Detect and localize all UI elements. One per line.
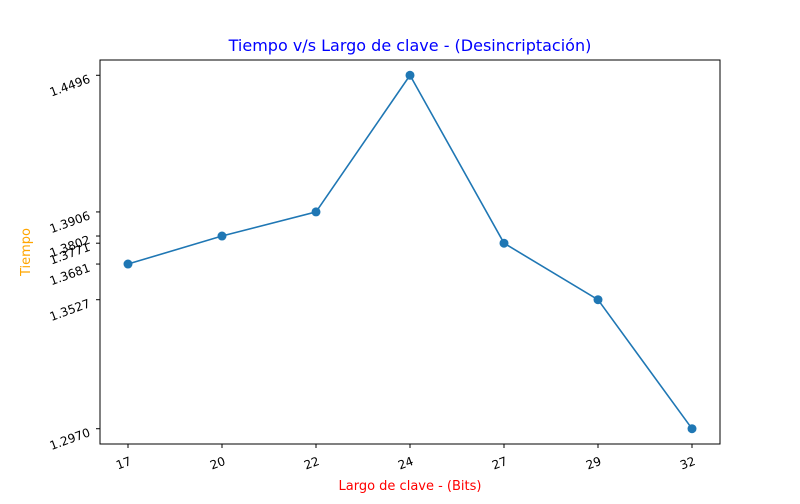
data-point: [311, 207, 321, 217]
y-axis-ticks: 1.29701.35271.36811.37711.38021.39061.44…: [48, 72, 100, 453]
x-tick-label: 29: [584, 454, 603, 472]
data-point: [499, 238, 509, 248]
chart-title: Tiempo v/s Largo de clave - (Desincripta…: [228, 36, 592, 55]
x-tick-label: 22: [302, 454, 321, 472]
x-tick-label: 24: [396, 454, 415, 472]
data-point: [405, 70, 415, 80]
data-point: [217, 231, 227, 241]
y-tick-label: 1.3906: [48, 209, 92, 237]
y-tick-label: 1.4496: [48, 72, 92, 100]
y-tick-label: 1.3527: [48, 296, 92, 324]
series-line: [127, 73, 693, 430]
x-tick-label: 32: [678, 454, 697, 472]
x-axis-label: Largo de clave - (Bits): [339, 479, 482, 494]
x-tick-label: 17: [114, 454, 133, 472]
data-point: [123, 259, 133, 269]
plot-area: [99, 59, 721, 445]
y-tick-label: 1.2970: [48, 425, 92, 453]
y-axis-label: Tiempo: [19, 228, 34, 277]
x-axis-ticks: 17 20 22 24 27 29 32: [114, 444, 697, 472]
data-point: [593, 295, 603, 305]
data-point: [687, 424, 697, 434]
x-tick-label: 27: [490, 454, 509, 472]
series-layer: [123, 70, 697, 434]
x-tick-label: 20: [208, 454, 227, 472]
